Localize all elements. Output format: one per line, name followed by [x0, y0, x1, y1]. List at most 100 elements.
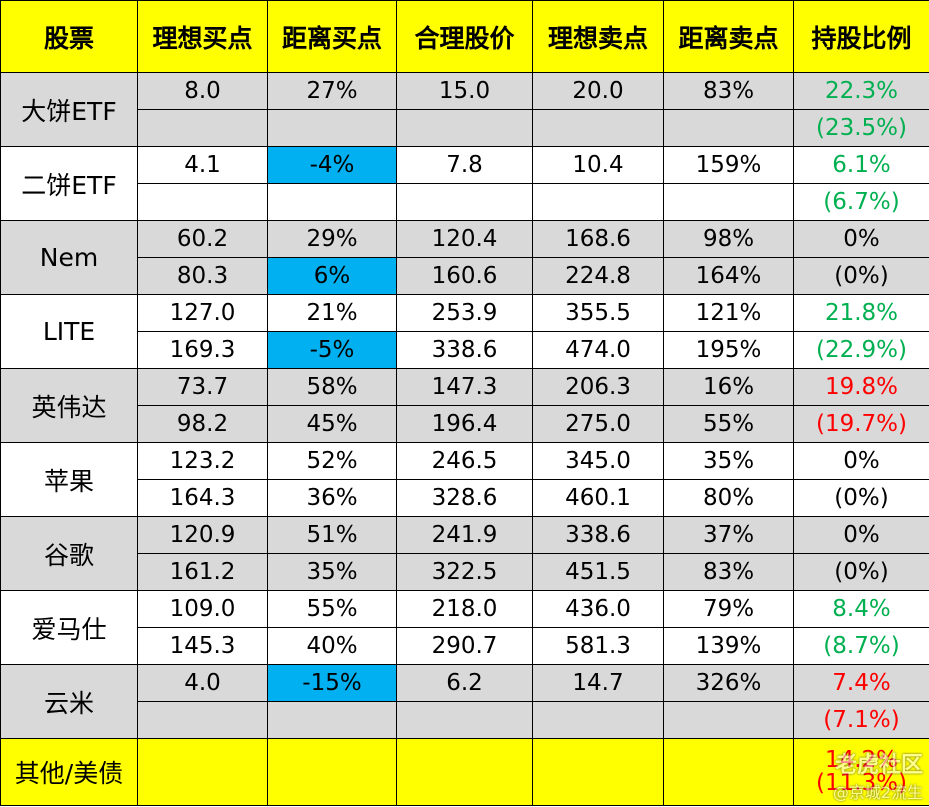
holding-ratio-cell: (0%) — [793, 479, 929, 517]
ideal-sell-cell: 581.3 — [532, 627, 664, 665]
distance-buy-cell — [267, 109, 397, 147]
table-row: 164.3 36% 328.6 460.1 80% (0%) — [1, 479, 929, 517]
watermark: 老虎社区 @京城2流生 — [833, 747, 923, 803]
distance-buy-cell: -5% — [267, 331, 397, 369]
holding-ratio-cell: 19.8% — [793, 368, 929, 406]
header-holding-ratio: 持股比例 — [793, 0, 929, 73]
table-row: 98.2 45% 196.4 275.0 55% (19.7%) — [1, 405, 929, 443]
distance-sell-cell: 35% — [663, 442, 794, 480]
ideal-sell-cell — [532, 183, 664, 221]
table-row: 爱马仕 109.0 55% 218.0 436.0 79% 8.4% — [0, 590, 929, 665]
holding-ratio-cell: (0%) — [793, 257, 929, 295]
fair-price-cell — [396, 109, 533, 147]
ideal-sell-cell: 206.3 — [532, 368, 664, 406]
stock-name: 谷歌 — [0, 516, 138, 591]
footer-row: 其他/美债 14.2% (11.3%) — [0, 738, 929, 806]
fair-price-cell: 253.9 — [396, 294, 533, 332]
ideal-buy-cell — [137, 701, 268, 739]
table-row: (6.7%) — [1, 183, 929, 221]
distance-sell-cell: 159% — [663, 146, 794, 184]
ideal-buy-cell: 123.2 — [137, 442, 268, 480]
distance-sell-cell — [663, 183, 794, 221]
ideal-sell-cell: 14.7 — [532, 664, 664, 702]
ideal-buy-cell: 169.3 — [137, 331, 268, 369]
ideal-buy-cell — [137, 183, 268, 221]
cell-empty — [267, 738, 397, 806]
holding-ratio-cell: (23.5%) — [793, 109, 929, 147]
table-row: 云米 4.0 -15% 6.2 14.7 326% 7.4% — [0, 664, 929, 739]
distance-buy-cell: 55% — [267, 590, 397, 628]
holding-ratio-cell: (19.7%) — [793, 405, 929, 443]
distance-sell-cell: 16% — [663, 368, 794, 406]
fair-price-cell: 218.0 — [396, 590, 533, 628]
table-row: 161.2 35% 322.5 451.5 83% (0%) — [1, 553, 929, 591]
holding-ratio-cell: (22.9%) — [793, 331, 929, 369]
ideal-buy-cell: 127.0 — [137, 294, 268, 332]
header-row: 股票 理想买点 距离买点 合理股价 理想卖点 距离卖点 持股比例 — [0, 0, 929, 73]
distance-sell-cell: 55% — [663, 405, 794, 443]
fair-price-cell: 160.6 — [396, 257, 533, 295]
header-distance-sell: 距离卖点 — [663, 0, 794, 73]
fair-price-cell: 15.0 — [396, 72, 533, 110]
ideal-sell-cell: 436.0 — [532, 590, 664, 628]
cell-empty — [396, 738, 533, 806]
ideal-buy-cell: 73.7 — [137, 368, 268, 406]
holding-ratio-prev: (11.3%) — [815, 770, 907, 796]
table-row: 169.3 -5% 338.6 474.0 195% (22.9%) — [1, 331, 929, 369]
ideal-buy-cell: 98.2 — [137, 405, 268, 443]
distance-buy-cell: 29% — [267, 220, 397, 258]
distance-buy-cell: -15% — [267, 664, 397, 702]
table-row: 英伟达 73.7 58% 147.3 206.3 16% 19.8% — [0, 368, 929, 443]
holding-ratio-cell: (0%) — [793, 553, 929, 591]
distance-buy-cell — [267, 701, 397, 739]
distance-buy-cell: 40% — [267, 627, 397, 665]
table-row: (23.5%) — [1, 109, 929, 147]
stock-name: 其他/美债 — [0, 738, 138, 806]
distance-buy-cell: 27% — [267, 72, 397, 110]
holding-ratio-cell: 7.4% — [793, 664, 929, 702]
fair-price-cell: 6.2 — [396, 664, 533, 702]
ideal-sell-cell: 275.0 — [532, 405, 664, 443]
fair-price-cell: 290.7 — [396, 627, 533, 665]
distance-sell-cell: 326% — [663, 664, 794, 702]
stock-name: 云米 — [0, 664, 138, 739]
holding-ratio-cell: 14.2% (11.3%) — [793, 738, 929, 806]
stock-name: 爱马仕 — [0, 590, 138, 665]
ideal-sell-cell: 10.4 — [532, 146, 664, 184]
ideal-buy-cell: 4.0 — [137, 664, 268, 702]
cell-empty — [532, 738, 664, 806]
table-row: 145.3 40% 290.7 581.3 139% (8.7%) — [1, 627, 929, 665]
header-ideal-sell: 理想卖点 — [532, 0, 664, 73]
distance-sell-cell: 195% — [663, 331, 794, 369]
distance-buy-cell: 58% — [267, 368, 397, 406]
distance-sell-cell: 164% — [663, 257, 794, 295]
fair-price-cell: 7.8 — [396, 146, 533, 184]
cell-empty — [663, 738, 794, 806]
distance-sell-cell — [663, 701, 794, 739]
distance-sell-cell — [663, 109, 794, 147]
ideal-sell-cell: 224.8 — [532, 257, 664, 295]
table-row: (7.1%) — [1, 701, 929, 739]
ideal-buy-cell: 120.9 — [137, 516, 268, 554]
fair-price-cell: 338.6 — [396, 331, 533, 369]
stock-name: 二饼ETF — [0, 146, 138, 221]
fair-price-cell: 147.3 — [396, 368, 533, 406]
fair-price-cell: 322.5 — [396, 553, 533, 591]
ideal-sell-cell: 345.0 — [532, 442, 664, 480]
ideal-sell-cell: 474.0 — [532, 331, 664, 369]
distance-sell-cell: 80% — [663, 479, 794, 517]
distance-sell-cell: 121% — [663, 294, 794, 332]
distance-sell-cell: 79% — [663, 590, 794, 628]
ideal-sell-cell: 20.0 — [532, 72, 664, 110]
ideal-sell-cell: 338.6 — [532, 516, 664, 554]
distance-sell-cell: 139% — [663, 627, 794, 665]
table-row: 80.3 6% 160.6 224.8 164% (0%) — [1, 257, 929, 295]
header-distance-buy: 距离买点 — [267, 0, 397, 73]
holding-ratio-cell: (8.7%) — [793, 627, 929, 665]
stock-name: LITE — [0, 294, 138, 369]
table-row: 苹果 123.2 52% 246.5 345.0 35% 0% — [0, 442, 929, 517]
ideal-sell-cell: 460.1 — [532, 479, 664, 517]
fair-price-cell: 328.6 — [396, 479, 533, 517]
distance-sell-cell: 37% — [663, 516, 794, 554]
holding-ratio-value: 14.2% — [824, 747, 899, 773]
